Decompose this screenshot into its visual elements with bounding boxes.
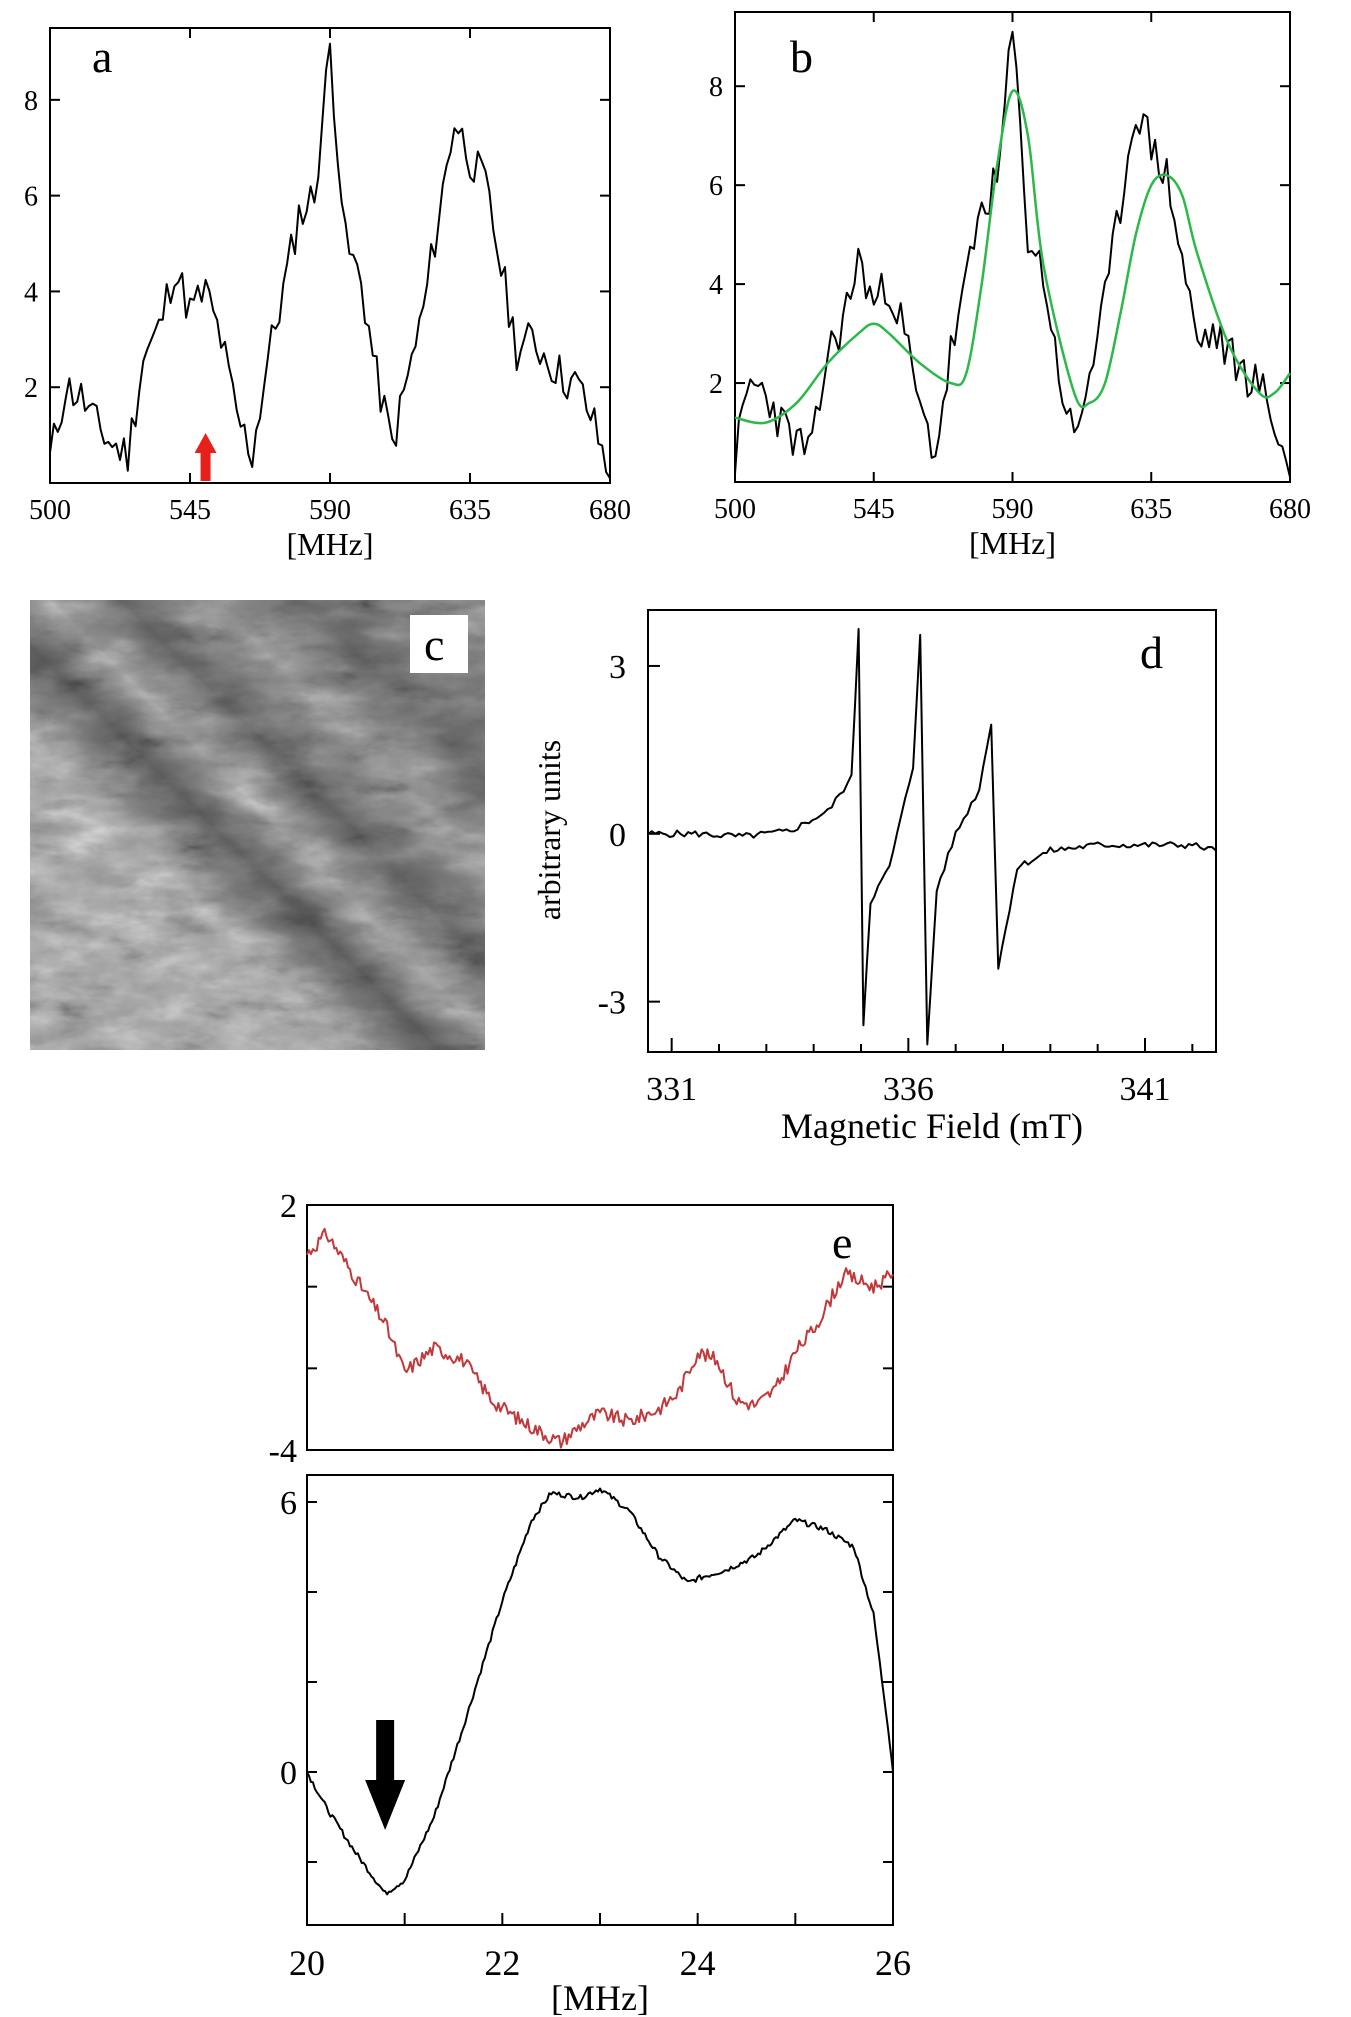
panel-a-xtick-label: 545	[169, 495, 211, 526]
panel-a-xtick-label: 635	[449, 495, 491, 526]
panel-b: b	[734, 11, 1291, 483]
panel-a-xtick-label: 680	[589, 495, 631, 526]
panel-e-ytick-label: 6	[280, 1485, 297, 1522]
panel-e: e [MHz]	[306, 1204, 894, 2017]
panel-a-xtick-label: 500	[29, 495, 71, 526]
panel-e-bottom-frame	[306, 1474, 894, 1926]
panel-b-ytick-label: 4	[709, 270, 723, 301]
panel-d-ytick-label: -3	[598, 985, 626, 1022]
panel-e-xtick-label: 26	[875, 1943, 911, 1983]
panel-a-xtick-label: 590	[309, 495, 351, 526]
panel-b-xtick-label: 545	[853, 494, 895, 525]
panel-a-xlabel: [MHz]	[286, 526, 373, 562]
panel-e-series-line	[306, 1227, 894, 1449]
panel-a-ytick-label: 2	[24, 373, 38, 404]
panel-c-letter: c	[424, 619, 444, 670]
panel-d-ytick-label: 0	[609, 817, 626, 854]
panel-b-letter: b	[790, 31, 813, 82]
panel-d-xtick-label: 341	[1120, 1071, 1171, 1108]
panel-b-fit-line	[734, 89, 1292, 425]
panel-e-arrow	[365, 1720, 406, 1830]
panel-a: a	[49, 27, 611, 484]
panel-b-xlabel: [MHz]	[969, 525, 1056, 561]
panel-b-ytick-label: 2	[709, 369, 723, 400]
panel-c-letter-box	[410, 615, 468, 673]
panel-d-ytick-label: 3	[609, 649, 626, 686]
panel-e-series-line	[306, 1487, 894, 1896]
panel-d-xlabel: Magnetic Field (mT)	[781, 1106, 1083, 1146]
panel-e-xtick-label: 22	[484, 1943, 520, 1983]
panel-b-ytick-label: 6	[709, 171, 723, 202]
panel-a-arrow	[194, 433, 217, 481]
panel-e-top-frame	[306, 1204, 894, 1451]
panel-a-ytick-label: 8	[24, 86, 38, 117]
panel-d-xtick-label: 336	[883, 1071, 934, 1108]
panel-a-series-line	[49, 42, 611, 479]
panel-e-xtick-label: 24	[680, 1943, 716, 1983]
panel-d-letter: d	[1140, 627, 1163, 678]
panel-b-series-line	[734, 30, 1291, 478]
panel-b-xtick-label: 680	[1269, 494, 1311, 525]
panel-d-series-line	[647, 628, 1217, 1046]
panel-b-xtick-label: 635	[1130, 494, 1172, 525]
panel-b-xtick-label: 500	[714, 494, 756, 525]
panel-d-ylabel: arbitrary units	[531, 740, 567, 920]
panel-a-frame	[49, 27, 611, 484]
panel-a-letter: a	[92, 31, 112, 82]
panel-e-xlabel: [MHz]	[551, 1978, 649, 2017]
panel-b-ytick-label: 8	[709, 72, 723, 103]
panel-d-frame	[647, 609, 1217, 1053]
panel-e-letter: e	[832, 1217, 852, 1268]
panel-e-ytick-label: 2	[280, 1188, 297, 1225]
panel-b-xtick-label: 590	[992, 494, 1034, 525]
panel-d-xtick-label: 331	[646, 1071, 697, 1108]
panel-b-frame	[734, 11, 1291, 483]
panel-d: d arbitrary units Magnetic Field (mT)	[531, 609, 1217, 1146]
panel-c: c	[30, 600, 485, 1050]
panel-a-ytick-label: 4	[24, 277, 38, 308]
panel-e-xtick-label: 20	[289, 1943, 325, 1983]
panel-e-ytick-label: -4	[269, 1433, 297, 1470]
surface-image-streaks	[30, 600, 485, 1050]
panel-e-ytick-label: 0	[280, 1755, 297, 1792]
panel-a-ytick-label: 6	[24, 182, 38, 213]
